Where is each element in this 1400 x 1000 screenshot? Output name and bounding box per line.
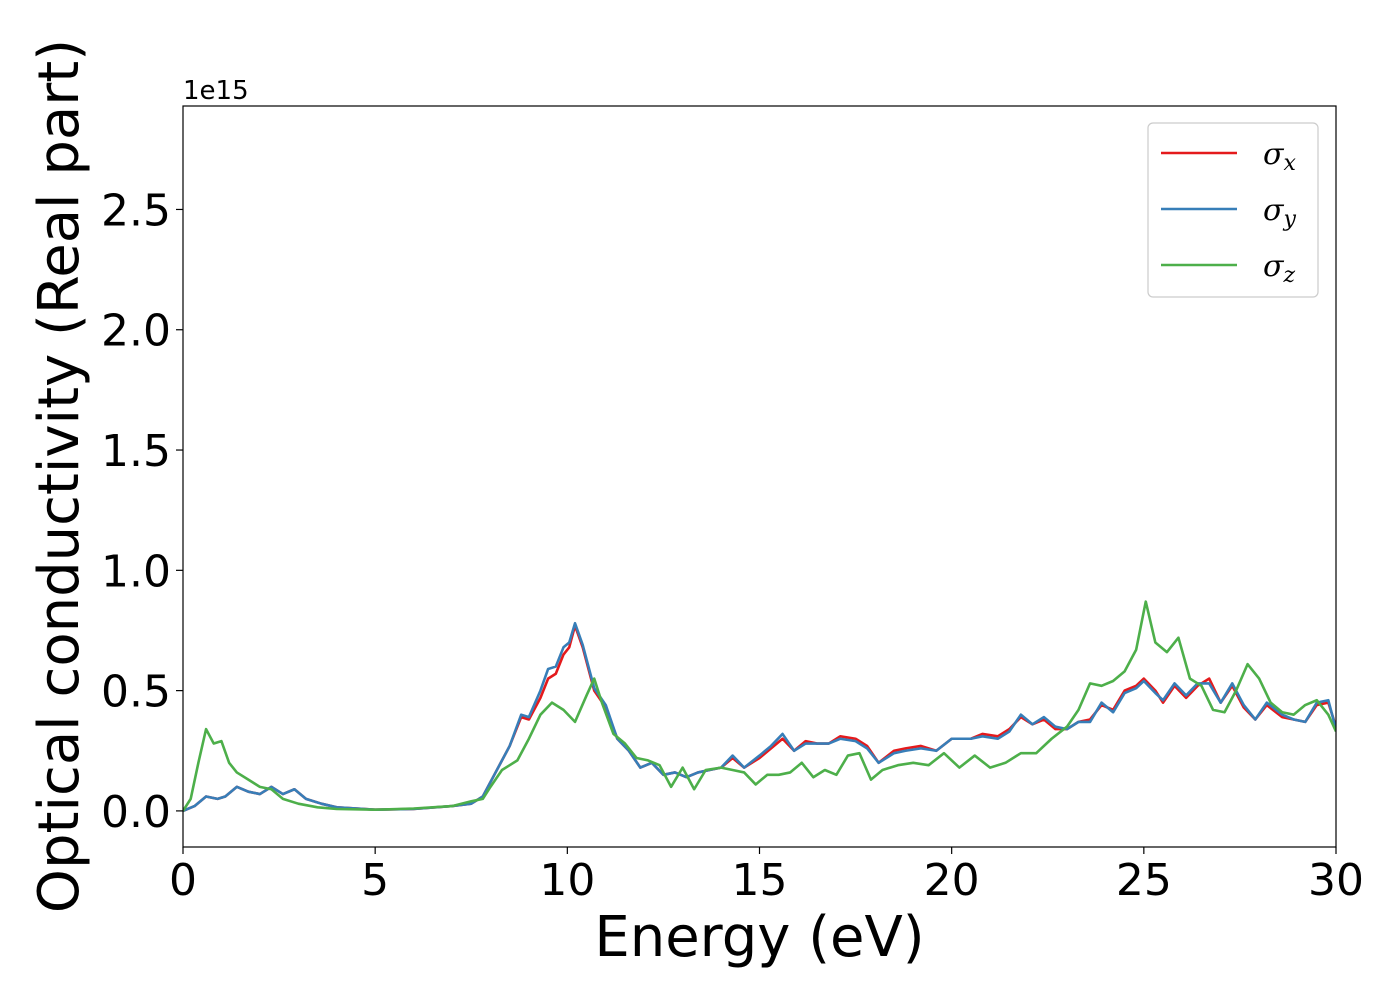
legend-label-y: σy (1263, 193, 1296, 232)
y-axis-label: Optical conductivity (Real part) (27, 39, 92, 913)
x-tick-label: 5 (361, 855, 389, 906)
y-axis-offset-label: 1e15 (183, 76, 249, 106)
y-tick-label: 0.0 (101, 787, 171, 838)
legend-label-subscript: x (1283, 151, 1296, 176)
x-tick-label: 25 (1116, 855, 1172, 906)
x-tick-label: 20 (924, 855, 980, 906)
x-axis-label: Energy (eV) (594, 905, 924, 970)
x-tick-label: 15 (732, 855, 788, 906)
y-tick-label: 2.0 (101, 306, 171, 357)
y-tick-label: 1.5 (101, 426, 171, 477)
legend-label-base: σ (1263, 249, 1285, 284)
x-tick-label: 30 (1308, 855, 1364, 906)
x-axis-ticks: 0 5 10 15 20 25 30 (169, 847, 1364, 906)
y-tick-label: 1.0 (101, 546, 171, 597)
series-layer (183, 600, 1336, 813)
legend-label-base: σ (1263, 193, 1285, 228)
series-line-z (183, 600, 1336, 812)
legend-label-subscript: z (1282, 263, 1295, 288)
series-line-x (183, 624, 1336, 813)
legend-label-z: σz (1263, 249, 1295, 288)
legend-label-x: σx (1263, 137, 1296, 176)
y-tick-label: 2.5 (101, 185, 171, 236)
legend-label-base: σ (1263, 137, 1285, 172)
legend-label-subscript: y (1282, 207, 1296, 232)
x-tick-label: 10 (539, 855, 595, 906)
y-axis-ticks: 0.0 0.5 1.0 1.5 2.0 2.5 (101, 185, 183, 838)
x-tick-label: 0 (169, 855, 197, 906)
y-tick-label: 0.5 (101, 667, 171, 718)
